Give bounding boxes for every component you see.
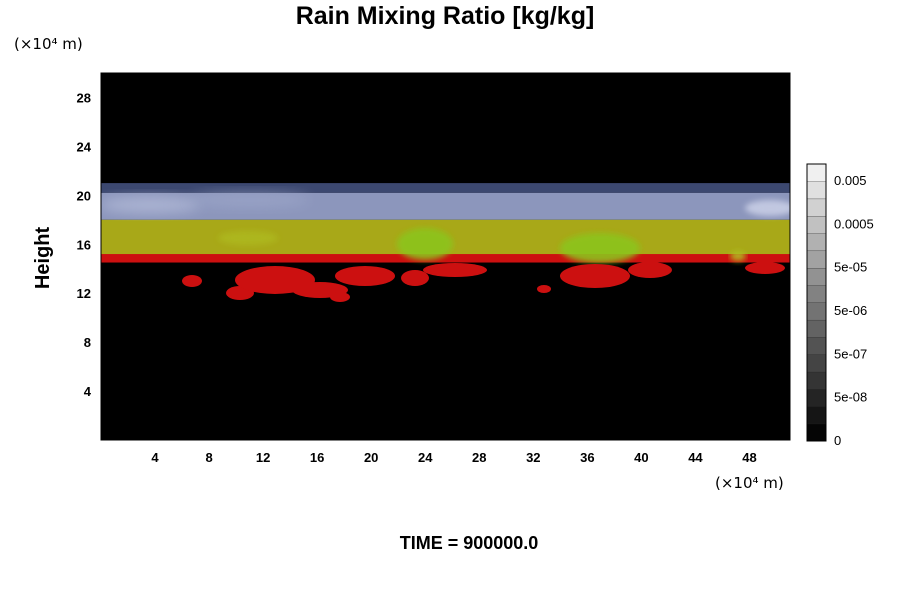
x-tick-label: 12 xyxy=(256,450,270,465)
green-cell xyxy=(397,228,453,260)
y-axis-label: Height xyxy=(32,227,54,290)
colorbar-band xyxy=(806,285,827,303)
x-tick-label: 20 xyxy=(364,450,378,465)
red-cell xyxy=(560,264,630,288)
cloud-patch xyxy=(745,200,790,216)
y-tick-label: 8 xyxy=(84,335,91,350)
y-tick-label: 12 xyxy=(77,286,91,301)
colorbar-band xyxy=(806,250,827,269)
x-tick-label: 48 xyxy=(742,450,756,465)
colorbar-labels: 0.005 0.0005 5e-05 5e-06 5e-07 5e-08 0 xyxy=(834,173,874,448)
x-tick-label: 8 xyxy=(205,450,212,465)
x-tick-label: 44 xyxy=(688,450,703,465)
heatmap-layer xyxy=(101,254,790,263)
x-tick-label: 24 xyxy=(418,450,433,465)
x-tick-label: 28 xyxy=(472,450,486,465)
colorbar-band xyxy=(806,406,827,425)
cloud-patch xyxy=(101,197,200,213)
colorbar-label: 0 xyxy=(834,433,841,448)
colorbar-band xyxy=(806,302,827,321)
x-tick-label: 4 xyxy=(151,450,159,465)
x-tick-label: 32 xyxy=(526,450,540,465)
colorbar-label: 5e-08 xyxy=(834,390,867,405)
red-cell xyxy=(745,262,785,274)
colorbar-label: 0.005 xyxy=(834,173,867,188)
colorbar-band xyxy=(806,336,827,355)
heatmap-layer xyxy=(101,183,790,193)
colorbar-label: 5e-05 xyxy=(834,260,867,275)
plot-area xyxy=(101,73,790,440)
red-cell xyxy=(628,262,672,278)
heatmap-texture xyxy=(101,193,790,302)
colorbar-label: 5e-06 xyxy=(834,303,867,318)
heatmap-layers xyxy=(101,73,790,440)
red-cell xyxy=(401,270,429,286)
colorbar-frame xyxy=(806,163,827,442)
red-cell xyxy=(335,266,395,286)
cloud-patch xyxy=(190,193,310,207)
colorbar-bands xyxy=(806,163,827,442)
green-cell xyxy=(560,233,640,263)
heatmap-layer xyxy=(101,73,790,184)
y-tick-label: 24 xyxy=(77,139,92,154)
x-tick-label: 36 xyxy=(580,450,594,465)
colorbar-band xyxy=(806,181,827,200)
y-tick-label: 20 xyxy=(77,188,91,203)
time-label: TIME = 900000.0 xyxy=(400,533,539,553)
x-tick-label: 40 xyxy=(634,450,648,465)
y-axis-unit: (×10⁴ m) xyxy=(14,35,83,53)
colorbar-band xyxy=(806,354,827,373)
colorbar-band xyxy=(806,388,827,407)
y-tick-label: 4 xyxy=(84,384,92,399)
colorbar-band xyxy=(806,215,827,234)
colorbar-band xyxy=(806,163,827,182)
x-axis-ticks: 4 8 12 16 20 24 28 32 36 40 44 48 xyxy=(151,450,756,465)
heatmap-layer xyxy=(101,262,790,440)
x-axis-unit: (×10⁴ m) xyxy=(715,474,784,492)
green-cell xyxy=(730,251,746,261)
red-cell xyxy=(423,263,487,277)
colorbar-band xyxy=(806,423,827,442)
green-cell xyxy=(218,231,278,245)
colorbar-band xyxy=(806,319,827,338)
plot-frame xyxy=(100,72,791,441)
colorbar-band xyxy=(806,233,827,252)
colorbar-band xyxy=(806,267,827,286)
red-cell xyxy=(330,292,350,302)
colorbar-band xyxy=(806,371,827,390)
colorbar-label: 5e-07 xyxy=(834,346,867,361)
colorbar-label: 0.0005 xyxy=(834,216,874,231)
y-tick-label: 16 xyxy=(77,237,91,252)
red-cell xyxy=(537,285,551,293)
y-tick-label: 28 xyxy=(77,90,91,105)
x-tick-label: 16 xyxy=(310,450,324,465)
colorbar-band xyxy=(806,198,827,217)
chart-title: Rain Mixing Ratio [kg/kg] xyxy=(296,2,595,30)
red-cell xyxy=(182,275,202,287)
colorbar: 0.005 0.0005 5e-05 5e-06 5e-07 5e-08 0 xyxy=(806,163,874,448)
y-axis-ticks: 4 8 12 16 20 24 28 xyxy=(77,90,92,399)
